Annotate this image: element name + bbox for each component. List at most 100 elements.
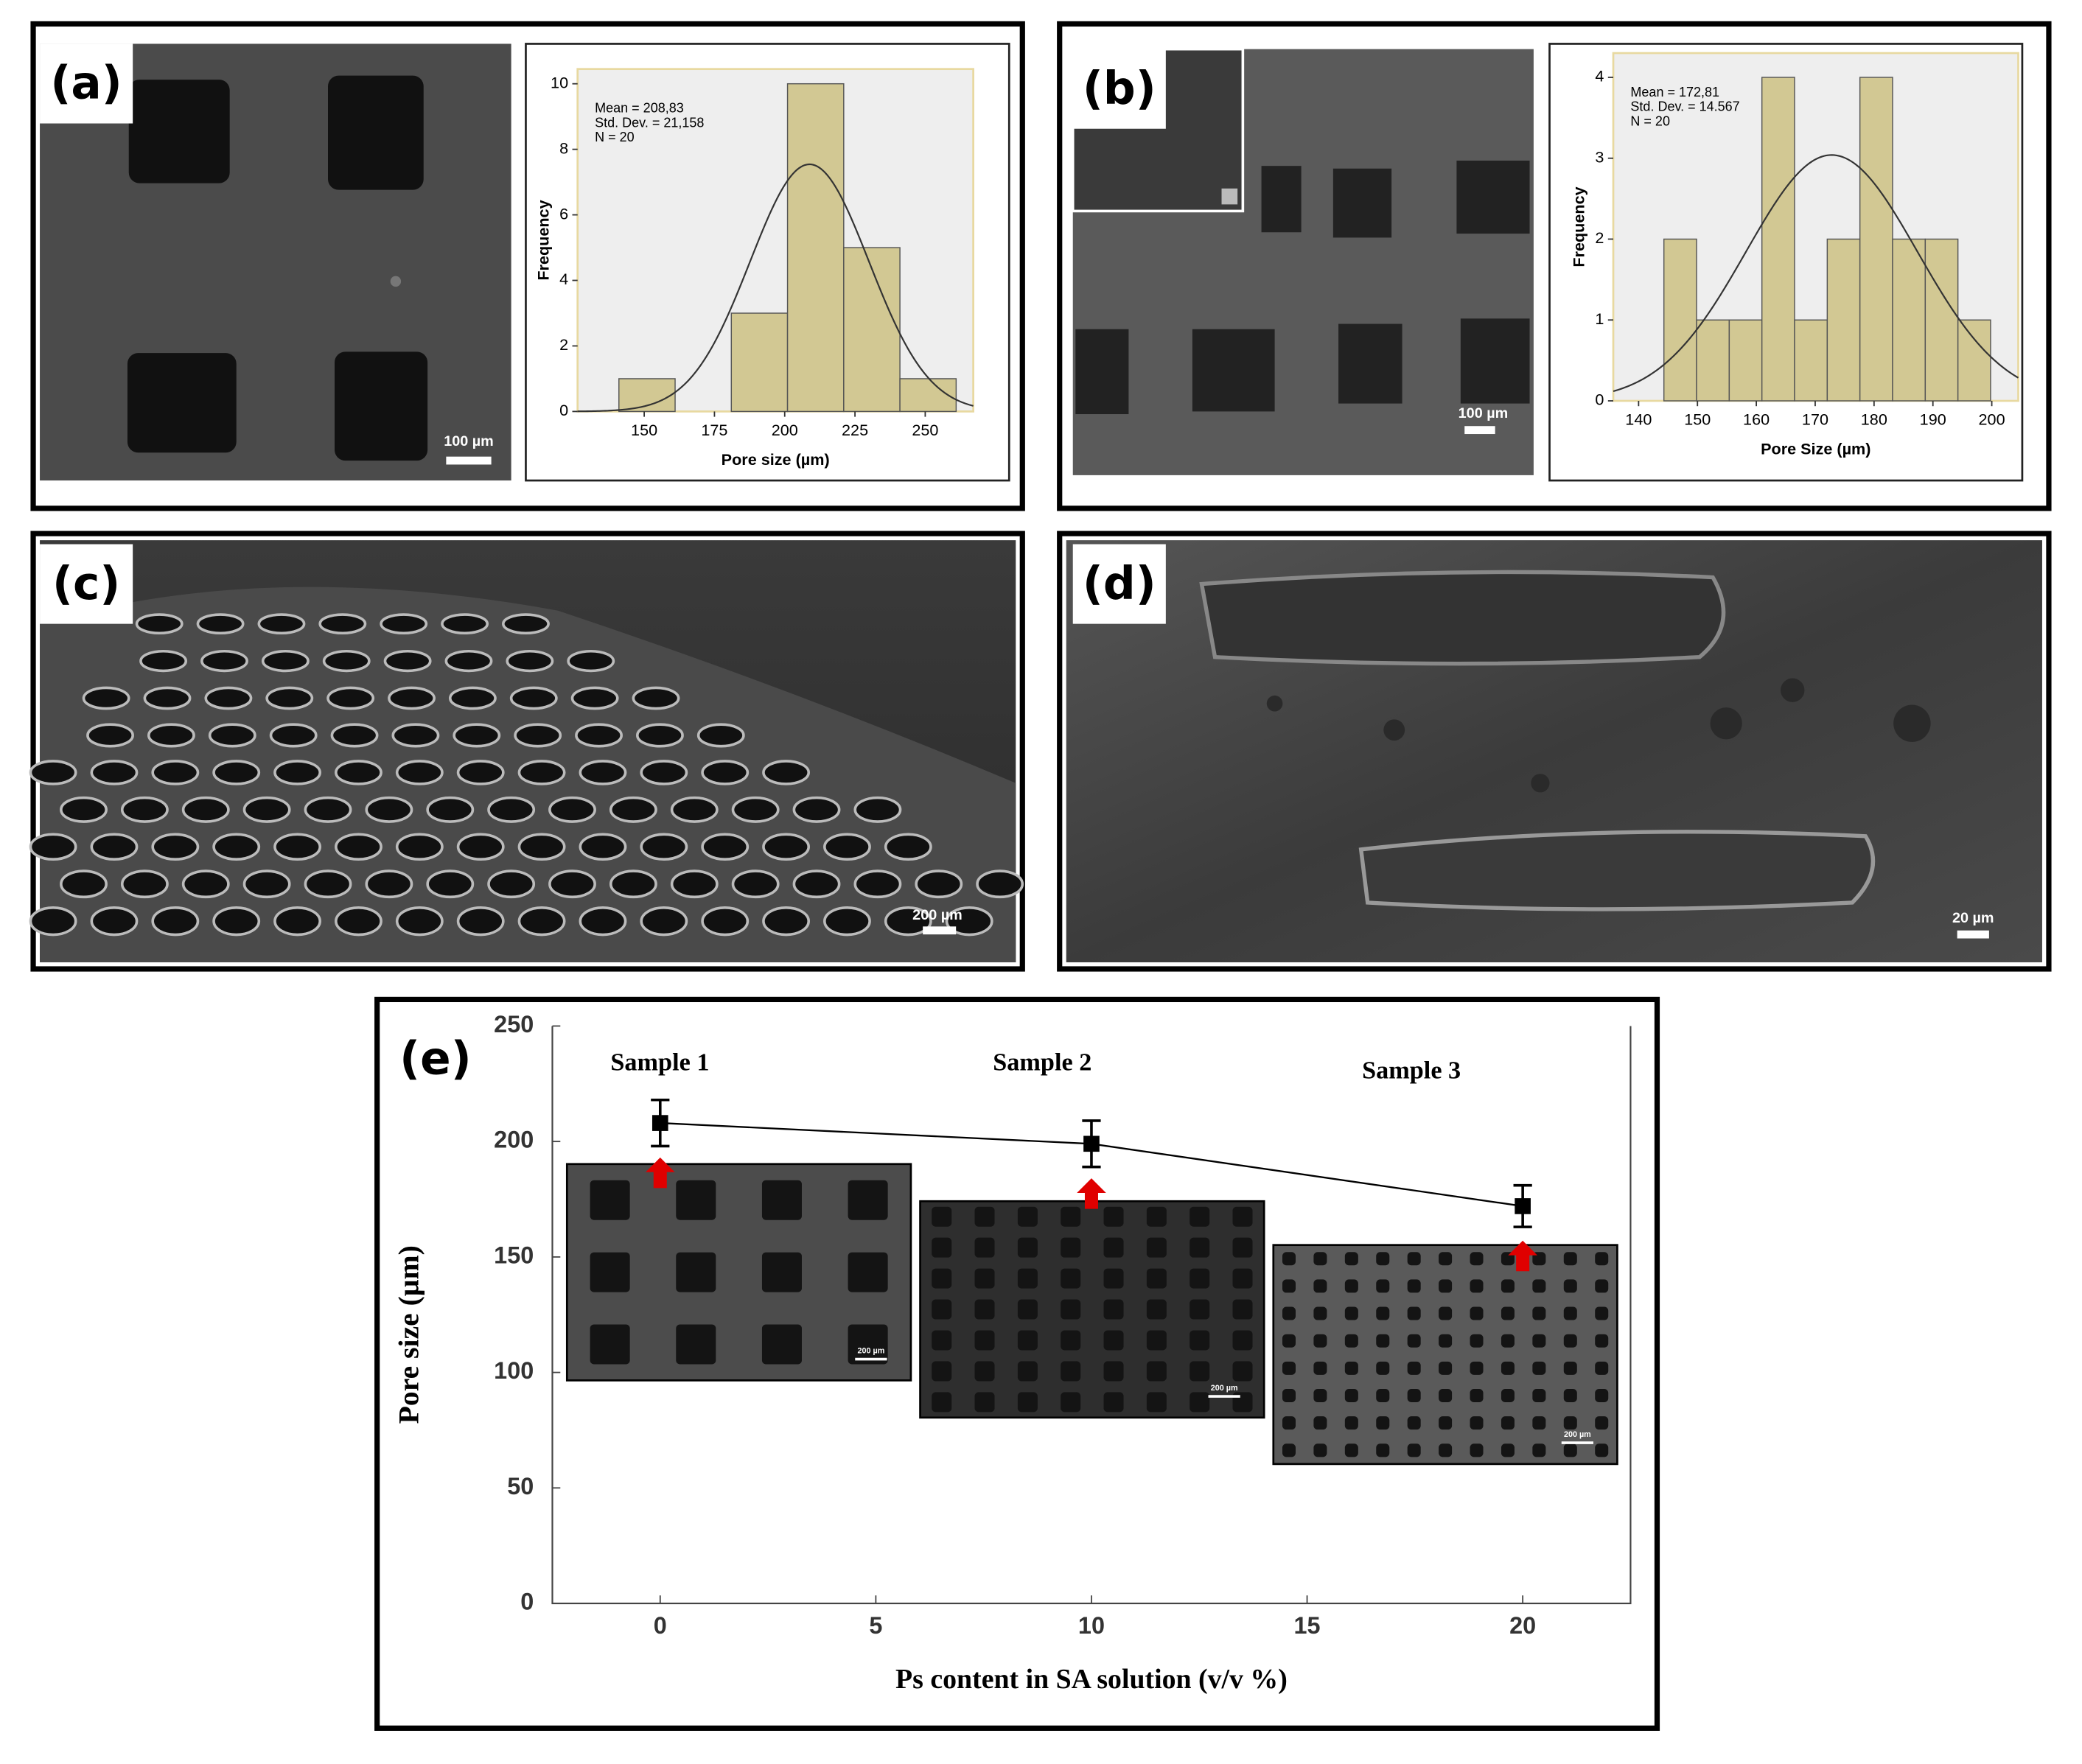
sem-insets: 200 µm 200 µm 200 µm (565, 1163, 1618, 1466)
pore (487, 869, 536, 899)
inset-pore (1313, 1279, 1327, 1293)
inset-pore (1407, 1334, 1421, 1348)
bar (1696, 319, 1730, 402)
pore (426, 796, 475, 823)
pore (945, 906, 993, 937)
pore (670, 869, 719, 899)
inset-pore (1595, 1416, 1609, 1430)
stats-annotation: Mean = 172,81 (1630, 85, 1719, 99)
pore (517, 906, 566, 937)
pore (204, 686, 253, 710)
inset-pore (1563, 1389, 1577, 1403)
pore (82, 686, 130, 710)
inset-pore (1407, 1389, 1421, 1403)
sem-image-c (29, 540, 1024, 962)
inset-pore (1563, 1361, 1577, 1375)
inset-pore (1532, 1306, 1546, 1320)
panel-label-box (40, 43, 133, 124)
inset-pore (1439, 1416, 1453, 1430)
pore (456, 906, 505, 937)
bar (1663, 238, 1697, 402)
pore (575, 723, 623, 748)
stats-annotation: Std. Dev. = 21,158 (595, 115, 704, 130)
pore (326, 686, 375, 710)
pore (514, 723, 562, 748)
pore (90, 906, 139, 937)
x-tick-label: 170 (1802, 410, 1828, 429)
inset-pore (1376, 1306, 1390, 1320)
inset-pore (1532, 1252, 1546, 1266)
inset-pore (848, 1180, 888, 1220)
inset-pore (1103, 1330, 1124, 1351)
inset-pore (1407, 1306, 1421, 1320)
inset-pore (1282, 1389, 1296, 1403)
pore (823, 833, 871, 861)
inset-pore (1532, 1389, 1546, 1403)
pore (29, 906, 77, 937)
x-tick-label: 0 (654, 1612, 667, 1639)
y-tick-label: 4 (559, 270, 568, 288)
inset-pore (1313, 1252, 1327, 1266)
inset-pore (1595, 1306, 1609, 1320)
inset-pore (1146, 1268, 1167, 1289)
inset-pore (1470, 1416, 1484, 1430)
inset-pore (1061, 1268, 1081, 1289)
inset-pore (1061, 1392, 1081, 1413)
pore (395, 906, 444, 937)
inset-pore (1313, 1361, 1327, 1375)
sample-label: Sample 1 (610, 1049, 709, 1077)
inset-pore (1103, 1392, 1124, 1413)
inset-pore (676, 1180, 716, 1220)
y-tick-label: 0 (1595, 391, 1604, 409)
bar (1892, 238, 1926, 402)
scale-bar (1957, 930, 1989, 939)
pore (640, 760, 688, 785)
inset-pore (1103, 1361, 1124, 1382)
bar (730, 312, 789, 413)
inset-pore (1470, 1252, 1484, 1266)
pore (151, 833, 200, 861)
inset-pore (1017, 1206, 1038, 1227)
pore (212, 906, 261, 937)
panel-label: (c) (52, 558, 120, 610)
inset-pore (761, 1324, 802, 1365)
stats-annotation: N = 20 (595, 130, 635, 144)
inset-pore (932, 1361, 952, 1382)
pore (335, 906, 382, 937)
inset-pore (1146, 1330, 1167, 1351)
panel-label-box (1072, 49, 1166, 129)
inset-pore (1146, 1361, 1167, 1382)
stats-annotation: Std. Dev. = 14.567 (1630, 99, 1739, 114)
pore (265, 686, 314, 710)
pore (335, 760, 382, 785)
inset-pore (1344, 1361, 1358, 1375)
y-tick-label: 4 (1595, 67, 1604, 85)
inset-pore (1407, 1252, 1421, 1266)
inset-scale-label: 200 µm (857, 1347, 884, 1356)
pore (509, 686, 558, 710)
x-tick-label: 160 (1743, 410, 1770, 429)
pore (579, 760, 627, 785)
pore (200, 649, 248, 673)
marker (1515, 1198, 1531, 1214)
inset-pore (1501, 1416, 1515, 1430)
inset-pore (1017, 1330, 1038, 1351)
inset-pore (1190, 1206, 1210, 1227)
pore (335, 833, 382, 861)
stats-annotation: N = 20 (1630, 113, 1670, 128)
inset-pore (1017, 1237, 1038, 1258)
inset-pore (848, 1252, 888, 1292)
inset-pore (590, 1324, 630, 1365)
pore (365, 796, 413, 823)
inset-pore (1232, 1206, 1253, 1227)
x-tick-label: 200 (1979, 410, 2005, 429)
inset-pore (1061, 1299, 1081, 1320)
inset-pore (1532, 1334, 1546, 1348)
pore (273, 760, 322, 785)
inset-pore (1146, 1237, 1167, 1258)
pore (441, 613, 489, 635)
pore (731, 796, 780, 823)
y-tick-label: 250 (494, 1011, 534, 1037)
pore (579, 906, 627, 937)
